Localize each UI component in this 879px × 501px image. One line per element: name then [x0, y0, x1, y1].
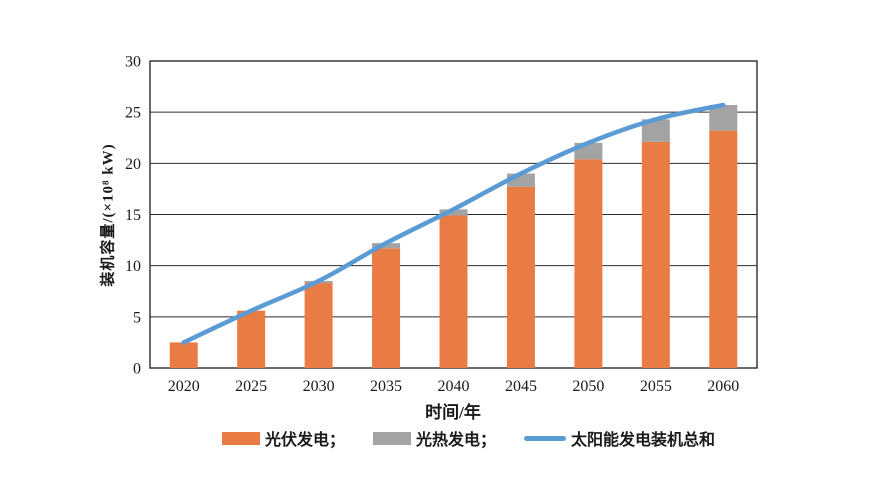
bar-csp-2060 [709, 105, 738, 131]
legend-label-pv: 光伏发电； [265, 432, 346, 449]
bar-pv-2060 [709, 130, 738, 368]
x-tick-label: 2020 [168, 378, 200, 395]
bar-pv-2040 [439, 215, 468, 368]
bar-pv-2025 [237, 310, 266, 368]
y-tick-label: 0 [133, 361, 141, 378]
x-tick-label: 2050 [572, 378, 604, 395]
bar-pv-2030 [304, 283, 333, 368]
legend-label-total: 太阳能发电装机总和 [571, 432, 716, 449]
x-tick-label: 2040 [438, 378, 470, 395]
bar-pv-2055 [641, 141, 670, 368]
x-tick-label: 2060 [707, 378, 739, 395]
y-tick-label: 10 [125, 258, 141, 275]
legend-label-csp: 光热发电； [416, 432, 497, 449]
legend: 光伏发电； 光热发电； 太阳能发电装机总和 [222, 426, 715, 450]
bar-pv-2020 [169, 342, 198, 368]
y-tick-label: 20 [125, 156, 141, 173]
x-axis-title: 时间/年 [425, 403, 481, 422]
bar-csp-2055 [641, 119, 670, 142]
y-tick-label: 15 [125, 207, 141, 224]
y-tick-label: 30 [125, 54, 141, 71]
y-tick-label: 5 [133, 309, 141, 326]
bar-pv-2045 [506, 186, 535, 368]
legend-item-total: 太阳能发电装机总和 [524, 426, 715, 450]
y-axis-title: 装机容量/(×10⁸ kW) [100, 143, 117, 287]
bar-csp-2035 [372, 243, 401, 249]
y-tick-label: 25 [125, 105, 141, 122]
x-tick-label: 2035 [370, 378, 402, 395]
x-tick-label: 2045 [505, 378, 537, 395]
x-tick-label: 2030 [303, 378, 335, 395]
total-line-icon [524, 435, 567, 441]
legend-item-csp: 光热发电； [373, 426, 496, 450]
bar-pv-2050 [574, 159, 603, 368]
bar-pv-2035 [372, 248, 401, 368]
legend-item-pv: 光伏发电； [222, 426, 345, 450]
csp-swatch-icon [373, 431, 412, 445]
pv-swatch-icon [222, 431, 260, 445]
bar-csp-2040 [439, 209, 468, 216]
total-line-series [181, 102, 726, 345]
x-tick-label: 2055 [640, 378, 672, 395]
x-tick-label: 2025 [235, 378, 267, 395]
